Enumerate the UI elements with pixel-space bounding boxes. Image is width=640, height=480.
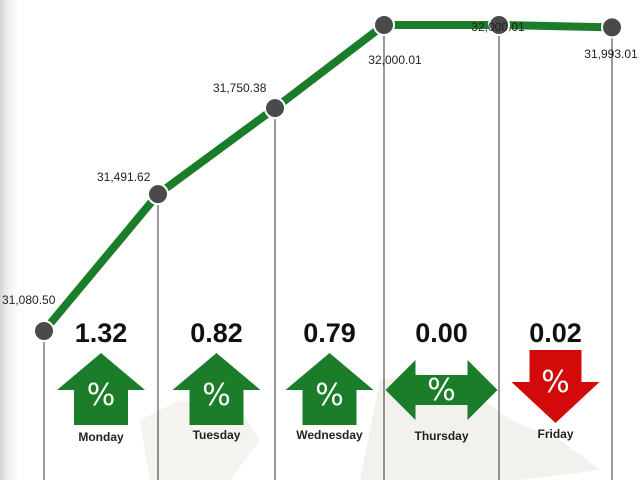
percent-symbol: % xyxy=(315,378,344,413)
data-point-0 xyxy=(33,320,55,342)
point-value-label-2: 31,750.38 xyxy=(213,81,267,95)
percent-symbol: % xyxy=(427,373,456,408)
change-value-monday: 1.32 xyxy=(75,318,128,348)
point-value-label-0: 31,080.50 xyxy=(2,293,56,307)
day-panel-thursday: 0.00% Thursday xyxy=(385,318,498,443)
point-value-label-4: 32,000.01 xyxy=(471,20,525,34)
day-label-friday: Friday xyxy=(537,427,573,441)
point-value-label-3: 32,000.01 xyxy=(368,53,422,67)
day-panel-tuesday: 0.82% Tuesday xyxy=(172,318,261,442)
down-arrow-icon xyxy=(511,350,600,423)
change-value-wednesday: 0.79 xyxy=(303,318,356,348)
point-value-label-1: 31,491.62 xyxy=(97,170,151,184)
day-label-tuesday: Tuesday xyxy=(193,428,241,442)
day-label-thursday: Thursday xyxy=(414,429,468,443)
flat-arrow-icon xyxy=(385,360,498,420)
day-panel-wednesday: 0.79% Wednesday xyxy=(285,318,374,442)
change-value-tuesday: 0.82 xyxy=(190,318,243,348)
data-point-4 xyxy=(488,14,510,36)
percent-symbol: % xyxy=(541,365,570,400)
point-value-label-5: 31,993.01 xyxy=(584,47,638,61)
data-point-5 xyxy=(601,16,623,39)
series-line-index xyxy=(40,21,616,335)
day-label-monday: Monday xyxy=(78,430,124,444)
data-point-3 xyxy=(373,14,395,36)
change-value-friday: 0.02 xyxy=(529,318,582,348)
left-edge-shadow xyxy=(0,0,22,480)
percent-symbol: % xyxy=(202,378,231,413)
change-value-thursday: 0.00 xyxy=(415,318,468,348)
percent-symbol: % xyxy=(87,378,116,413)
day-panel-monday: 1.32% Monday xyxy=(57,318,145,444)
data-point-1 xyxy=(147,183,169,206)
up-arrow-icon xyxy=(172,353,261,425)
day-label-wednesday: Wednesday xyxy=(296,428,363,442)
day-panel-friday: 0.02% Friday xyxy=(511,318,600,441)
up-arrow-icon xyxy=(285,353,374,425)
data-point-2 xyxy=(264,97,286,120)
up-arrow-icon xyxy=(57,353,145,425)
